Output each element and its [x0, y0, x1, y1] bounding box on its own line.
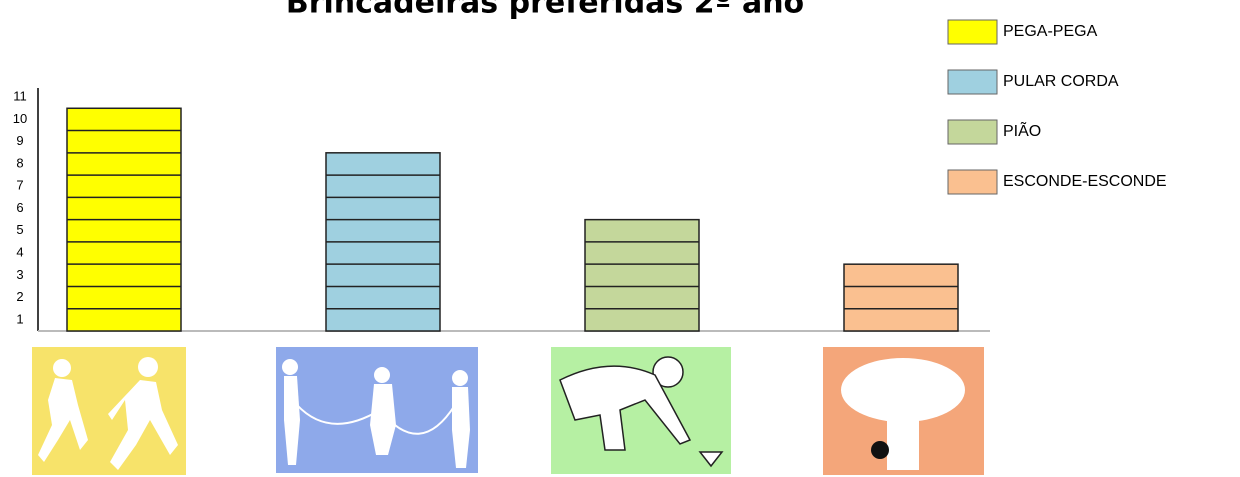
legend-swatch	[947, 169, 998, 195]
y-tick-label: 10	[13, 111, 27, 126]
tree	[841, 358, 965, 470]
y-tick-label: 3	[16, 267, 23, 282]
spinner	[559, 356, 724, 468]
y-tick-label: 11	[13, 89, 27, 104]
legend-swatch	[947, 69, 998, 95]
bar	[584, 218, 700, 332]
legend-label: PIÃO	[1003, 120, 1041, 140]
y-tick-label: 7	[16, 178, 23, 193]
y-tick-label: 6	[16, 200, 23, 215]
pictures	[32, 347, 984, 475]
jumpers	[282, 359, 470, 468]
y-tick-label: 2	[16, 289, 23, 304]
legend-swatch	[947, 119, 998, 145]
chart-title: Brincadeiras preferidas 2º ano	[286, 0, 804, 21]
legend-label: PULAR CORDA	[1003, 73, 1119, 90]
legend-swatch	[947, 19, 998, 45]
legend-label: ESCONDE-ESCONDE	[1003, 173, 1167, 190]
legend-label: PEGA-PEGA	[1003, 23, 1098, 40]
y-tick-label: 1	[16, 311, 23, 326]
bar	[843, 263, 959, 332]
y-tick-label: 8	[16, 155, 23, 170]
y-tick-label: 5	[16, 222, 23, 237]
y-tick-label: 4	[16, 244, 23, 259]
runners	[38, 357, 178, 470]
y-tick-label: 9	[16, 133, 23, 148]
